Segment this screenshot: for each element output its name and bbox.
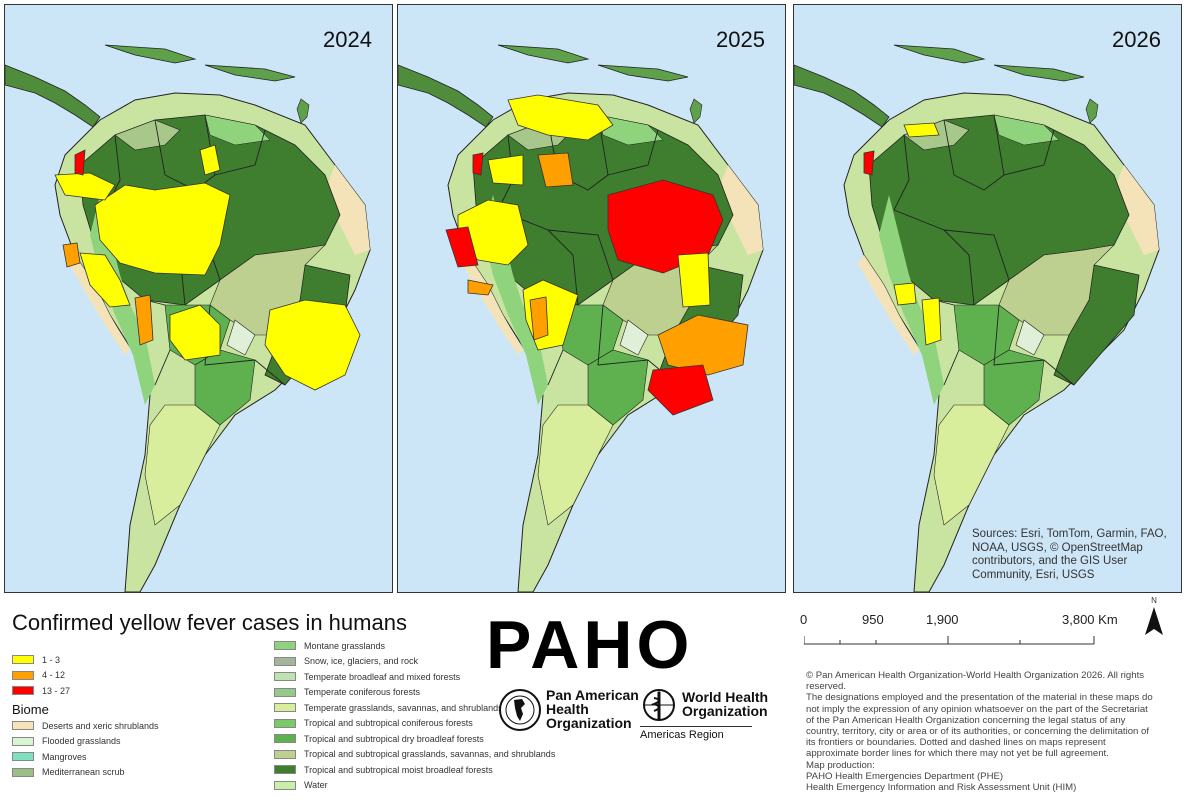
map-panel-2026: 2026 Sources: Esri, TomTom, Garmin, FAO,…	[793, 4, 1182, 593]
map-sources: Sources: Esri, TomTom, Garmin, FAO, NOAA…	[972, 528, 1167, 581]
region-minas-2025	[657, 314, 749, 376]
legend-swatch	[274, 672, 296, 682]
map-year-label: 2025	[716, 27, 765, 52]
legend-item: Temperate coniferous forests	[274, 685, 555, 701]
legend-item: Water	[274, 778, 555, 794]
legend-item: Tropical and subtropical coniferous fore…	[274, 716, 555, 732]
region-bolivia-2024	[134, 294, 154, 346]
legend-item: Mediterranean scrub	[12, 765, 159, 781]
legend-item: Temperate broadleaf and mixed forests	[274, 669, 555, 685]
case-legend: 1 - 3 4 - 12 13 - 27	[12, 652, 70, 699]
legend-item: Deserts and xeric shrublands	[12, 718, 159, 734]
legend-swatch	[274, 703, 296, 713]
region-peru-orange-2025	[467, 279, 494, 296]
region-venezuela-2026	[903, 122, 940, 138]
legend-swatch	[274, 718, 296, 728]
region-amazonas-2024	[94, 182, 231, 276]
biome-legend-title: Biome	[12, 702, 49, 717]
legend-swatch	[12, 752, 34, 762]
legend-item: Temperate grasslands, savannas, and shru…	[274, 700, 555, 716]
map-panel-2025: 2025	[397, 4, 786, 593]
map-panel-2024: 2024	[4, 4, 393, 593]
legend-swatch	[274, 749, 296, 759]
paho-emblem-icon	[499, 689, 541, 731]
region-venezuela-orange-2025	[537, 152, 574, 188]
legend-swatch	[274, 687, 296, 697]
region-venezuela-2025	[507, 94, 614, 141]
biome-legend-col2: Montane grasslands Snow, ice, glaciers, …	[274, 638, 555, 793]
scale-bar-line	[804, 636, 1095, 645]
region-bolivia-2026	[921, 297, 942, 346]
legend-swatch	[12, 767, 34, 777]
scale-bar: 0 950 1,900 3,800 Km	[800, 608, 1140, 648]
map-2025	[398, 44, 764, 592]
legend-item: Tropical and subtropical grasslands, sav…	[274, 747, 555, 763]
copyright-notice: © Pan American Health Organization-World…	[806, 670, 1153, 794]
region-ecuador-2024	[62, 242, 81, 268]
paho-org-name: Pan American Health Organization	[546, 687, 639, 731]
map-2024	[5, 44, 371, 592]
legend-swatch	[274, 641, 296, 651]
region-sao-paulo-2025	[647, 364, 714, 416]
region-colombia-red-2024	[74, 149, 86, 176]
region-minas-2024	[264, 299, 361, 391]
legend-swatch	[12, 670, 34, 680]
legend-item: Tropical and subtropical moist broadleaf…	[274, 762, 555, 778]
paho-logo-text: PAHO	[486, 607, 694, 683]
legend-item: Mangroves	[12, 749, 159, 765]
legend-item: 1 - 3	[12, 652, 70, 668]
legend-item: Tropical and subtropical dry broadleaf f…	[274, 731, 555, 747]
region-mato-grosso-2024	[169, 304, 221, 361]
legend-swatch	[12, 721, 34, 731]
region-peru-red-2025	[445, 226, 479, 268]
north-arrow: N	[1143, 596, 1165, 640]
scale-tick-label: 950	[862, 612, 884, 627]
legend-swatch	[274, 656, 296, 666]
legend-item: 13 - 27	[12, 683, 70, 699]
legend-swatch	[274, 765, 296, 775]
legend-swatch	[12, 686, 34, 696]
map-year-label: 2024	[323, 27, 372, 52]
region-peru-north-2024	[79, 252, 131, 308]
region-colombia-2025	[487, 154, 524, 186]
legend-swatch	[274, 780, 296, 790]
region-peru-2026	[893, 282, 917, 306]
scale-tick-label: 0	[800, 612, 808, 627]
map-year-label: 2026	[1112, 27, 1161, 52]
legend-swatch	[274, 734, 296, 744]
legend-swatch	[12, 655, 34, 665]
map-2026	[794, 44, 1160, 592]
scale-tick-label: 1,900	[926, 612, 959, 627]
region-tocantins-2025	[677, 252, 711, 308]
legend-title: Confirmed yellow fever cases in humans	[12, 610, 407, 635]
region-colombia-red-2026	[863, 150, 875, 176]
north-label: N	[1151, 596, 1157, 605]
legend-item: Snow, ice, glaciers, and rock	[274, 654, 555, 670]
scale-tick-label: 3,800 Km	[1062, 612, 1118, 627]
who-emblem-icon	[643, 689, 675, 721]
region-venezuela-2024	[199, 144, 221, 176]
who-org-name: World Health Organization	[682, 689, 769, 719]
legend-item: 4 - 12	[12, 668, 70, 684]
region-colombia-south-2024	[54, 172, 116, 201]
who-region-label: Americas Region	[640, 726, 752, 741]
region-bolivia-orange-2025	[529, 296, 549, 341]
legend-item: Flooded grasslands	[12, 734, 159, 750]
region-colombia-red-2025	[472, 152, 484, 176]
legend-item: Montane grasslands	[274, 638, 555, 654]
legend-swatch	[12, 736, 34, 746]
north-arrow-icon	[1145, 607, 1163, 635]
biome-legend-col1: Deserts and xeric shrublands Flooded gra…	[12, 718, 159, 780]
